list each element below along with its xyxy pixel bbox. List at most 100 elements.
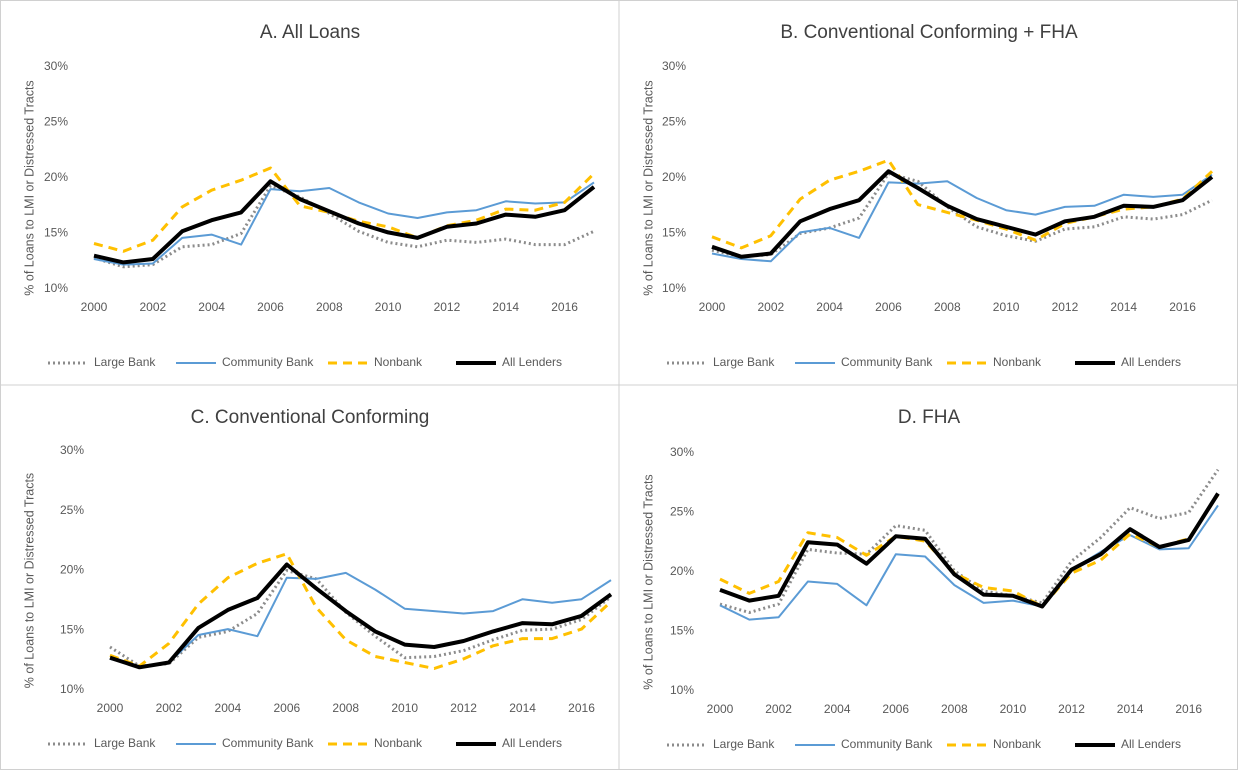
x-tick-label: 2012 — [1058, 702, 1085, 716]
y-tick-label: 30% — [44, 59, 68, 73]
series-line — [719, 468, 1220, 614]
chart-title: D. FHA — [898, 407, 961, 428]
series-line — [719, 492, 1220, 609]
x-tick-label: 2006 — [875, 300, 902, 314]
y-tick-label: 20% — [670, 564, 694, 578]
x-tick-label: 2006 — [273, 701, 300, 715]
x-tick-label: 2000 — [699, 300, 726, 314]
y-axis-title: % of Loans to LMI or Distressed Tracts — [22, 80, 36, 295]
chart-title: C. Conventional Conforming — [191, 407, 430, 428]
series-line — [93, 184, 595, 269]
y-tick-label: 20% — [44, 170, 68, 184]
series-line — [109, 571, 612, 668]
y-tick-label: 30% — [662, 59, 686, 73]
legend-label: Nonbank — [993, 737, 1042, 751]
x-tick-label: 2014 — [1117, 702, 1144, 716]
x-tick-label: 2008 — [332, 701, 359, 715]
x-tick-label: 2010 — [993, 300, 1020, 314]
y-tick-label: 10% — [44, 281, 68, 295]
y-tick-label: 10% — [670, 683, 694, 697]
series-line — [109, 569, 612, 668]
y-tick-label: 25% — [662, 115, 686, 129]
x-tick-label: 2014 — [1110, 300, 1137, 314]
x-tick-label: 2016 — [1169, 300, 1196, 314]
series-line — [719, 493, 1220, 608]
x-tick-label: 2008 — [934, 300, 961, 314]
x-tick-label: 2004 — [824, 702, 851, 716]
legend-label: Nonbank — [374, 355, 423, 369]
series-line — [93, 181, 595, 266]
x-tick-label: 2016 — [551, 300, 578, 314]
panel: B. Conventional Conforming + FHA % of Loa… — [641, 22, 1214, 369]
x-tick-label: 2014 — [509, 701, 536, 715]
y-tick-label: 10% — [662, 281, 686, 295]
legend-label: Nonbank — [374, 736, 423, 750]
series-line — [109, 552, 613, 670]
y-tick-label: 15% — [44, 226, 68, 240]
x-tick-label: 2000 — [81, 300, 108, 314]
x-tick-label: 2012 — [1052, 300, 1079, 314]
legend: Large Bank Community Bank Nonbank All Lende… — [48, 355, 562, 369]
chart-title: B. Conventional Conforming + FHA — [780, 22, 1078, 43]
series-line — [93, 166, 596, 253]
x-tick-label: 2008 — [316, 300, 343, 314]
x-tick-label: 2010 — [1000, 702, 1027, 716]
x-tick-label: 2006 — [257, 300, 284, 314]
y-tick-label: 25% — [44, 115, 68, 129]
legend-label: All Lenders — [502, 355, 562, 369]
x-tick-label: 2002 — [765, 702, 792, 716]
legend-label: Community Bank — [222, 355, 314, 369]
legend-label: All Lenders — [502, 736, 562, 750]
y-tick-label: 15% — [670, 624, 694, 638]
y-tick-label: 30% — [60, 443, 84, 457]
legend-label: Community Bank — [841, 737, 933, 751]
legend: Large Bank Community Bank Nonbank All Lende… — [667, 737, 1181, 751]
x-tick-label: 2002 — [757, 300, 784, 314]
legend-label: Community Bank — [222, 736, 314, 750]
chart-title: A. All Loans — [260, 22, 360, 43]
legend-label: All Lenders — [1121, 737, 1181, 751]
y-tick-label: 20% — [662, 170, 686, 184]
legend: Large Bank Community Bank Nonbank All Lende… — [48, 736, 562, 750]
panel: A. All Loans % of Loans to LMI or Distres… — [22, 22, 596, 369]
x-tick-label: 2012 — [450, 701, 477, 715]
legend-label: Community Bank — [841, 355, 933, 369]
x-tick-label: 2012 — [434, 300, 461, 314]
x-tick-label: 2010 — [375, 300, 402, 314]
y-tick-label: 20% — [60, 563, 84, 577]
y-axis-title: % of Loans to LMI or Distressed Tracts — [641, 474, 655, 689]
legend-label: Large Bank — [94, 736, 156, 750]
y-tick-label: 15% — [662, 226, 686, 240]
x-tick-label: 2000 — [97, 701, 124, 715]
legend: Large Bank Community Bank Nonbank All Lende… — [667, 355, 1181, 369]
legend-label: All Lenders — [1121, 355, 1181, 369]
series-line — [109, 562, 613, 670]
legend-label: Large Bank — [94, 355, 156, 369]
y-tick-label: 10% — [60, 682, 84, 696]
panel: C. Conventional Conforming % of Loans to … — [22, 407, 613, 750]
x-tick-label: 2002 — [156, 701, 183, 715]
x-tick-label: 2016 — [1175, 702, 1202, 716]
x-tick-label: 2014 — [492, 300, 519, 314]
series-line — [711, 158, 1214, 250]
x-tick-label: 2002 — [139, 300, 166, 314]
y-tick-label: 25% — [60, 503, 84, 517]
legend-label: Nonbank — [993, 355, 1042, 369]
x-tick-label: 2004 — [198, 300, 225, 314]
y-tick-label: 25% — [670, 505, 694, 519]
x-tick-label: 2004 — [816, 300, 843, 314]
series-line — [93, 179, 596, 265]
x-tick-label: 2016 — [568, 701, 595, 715]
x-tick-label: 2010 — [391, 701, 418, 715]
legend-label: Large Bank — [713, 737, 775, 751]
panel: D. FHA % of Loans to LMI or Distressed Tr… — [641, 407, 1220, 751]
legend-label: Large Bank — [713, 355, 775, 369]
x-tick-label: 2006 — [882, 702, 909, 716]
y-axis-title: % of Loans to LMI or Distressed Tracts — [22, 473, 36, 688]
x-tick-label: 2004 — [215, 701, 242, 715]
series-line — [711, 169, 1214, 259]
y-axis-title: % of Loans to LMI or Distressed Tracts — [641, 80, 655, 295]
series-line — [711, 173, 1213, 263]
